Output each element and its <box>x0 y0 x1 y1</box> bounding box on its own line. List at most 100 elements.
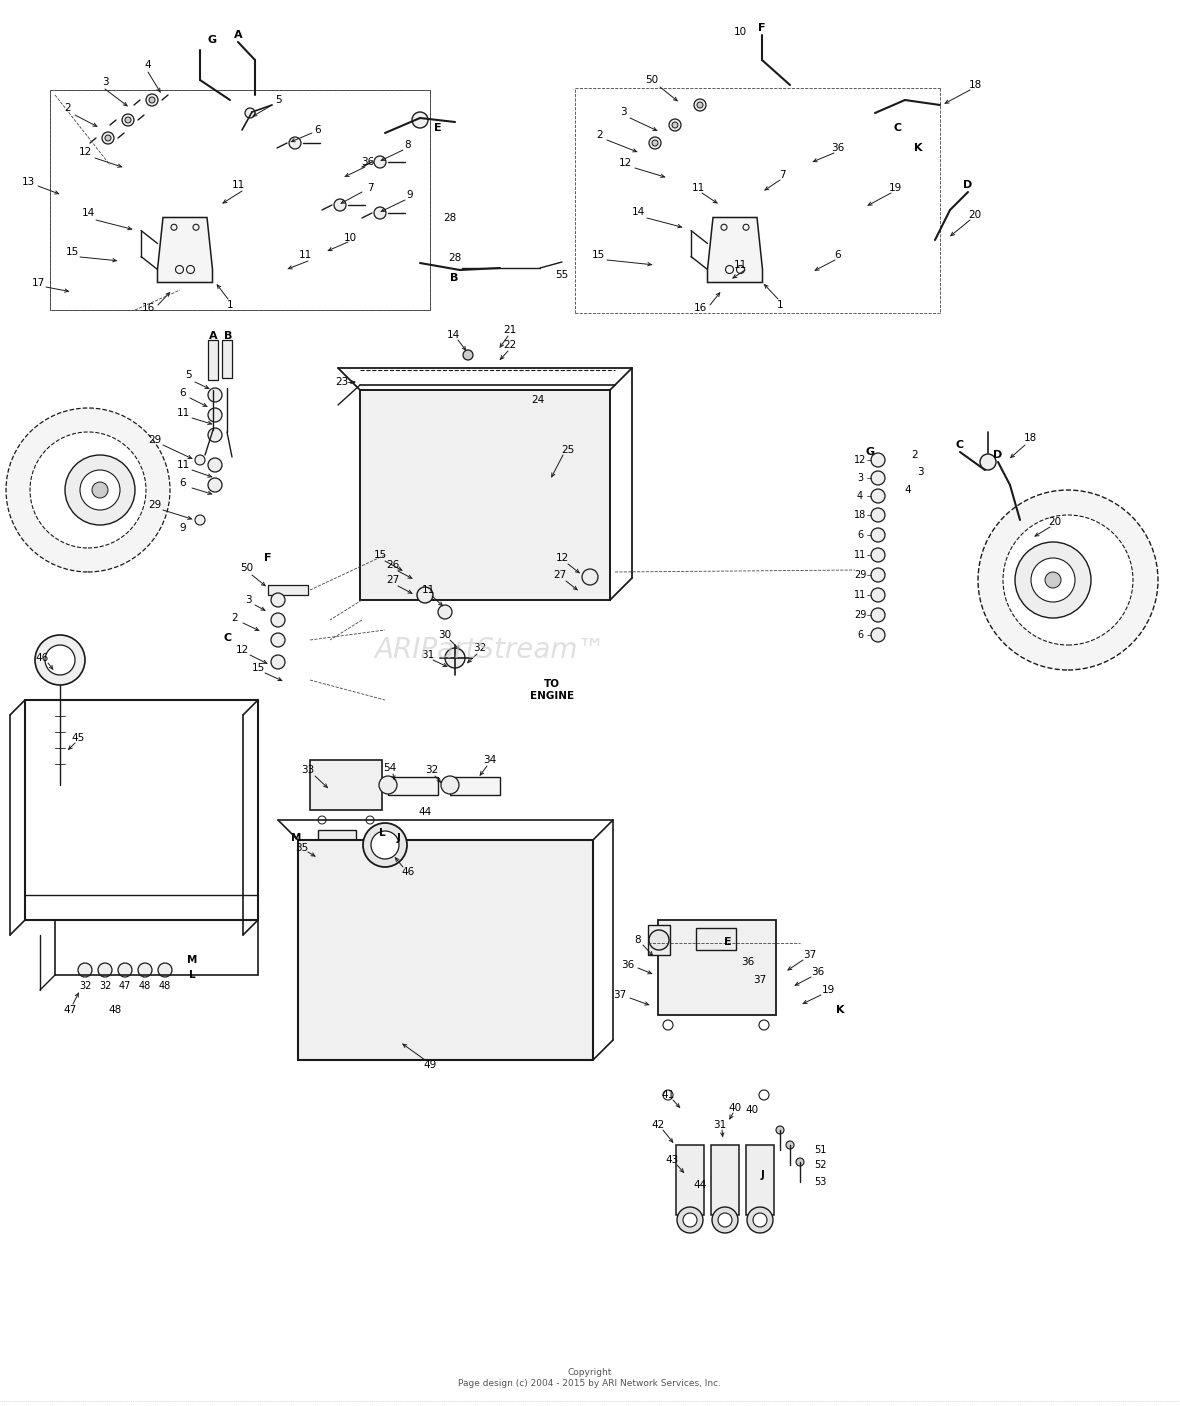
Text: 6: 6 <box>857 630 863 640</box>
Text: 47: 47 <box>119 981 131 991</box>
Text: 54: 54 <box>384 763 396 773</box>
Circle shape <box>438 605 452 619</box>
Text: 12: 12 <box>235 645 249 655</box>
Circle shape <box>463 350 473 360</box>
Circle shape <box>245 108 255 118</box>
Circle shape <box>35 636 85 685</box>
Circle shape <box>208 408 222 422</box>
Text: 11: 11 <box>854 550 866 560</box>
Text: 3: 3 <box>857 472 863 484</box>
Text: 21: 21 <box>504 325 517 335</box>
Text: 20: 20 <box>1049 517 1062 527</box>
Text: 55: 55 <box>556 270 569 280</box>
Text: M: M <box>186 955 197 965</box>
Text: 31: 31 <box>714 1121 727 1130</box>
Circle shape <box>289 136 301 149</box>
Text: G: G <box>208 35 217 45</box>
Text: 11: 11 <box>176 460 190 470</box>
Text: 4: 4 <box>145 60 151 70</box>
Text: 2: 2 <box>231 613 238 623</box>
Text: 48: 48 <box>139 981 151 991</box>
Circle shape <box>871 529 885 541</box>
Text: 27: 27 <box>553 569 566 581</box>
Text: 14: 14 <box>81 208 94 218</box>
Text: TO
ENGINE: TO ENGINE <box>530 679 573 700</box>
Text: 11: 11 <box>421 585 434 595</box>
Circle shape <box>683 1213 697 1227</box>
Circle shape <box>363 823 407 868</box>
Circle shape <box>158 963 172 977</box>
Text: A: A <box>209 330 217 342</box>
Text: 19: 19 <box>821 986 834 995</box>
Text: B: B <box>450 273 458 283</box>
Text: 29: 29 <box>854 610 866 620</box>
Text: 32: 32 <box>425 765 439 775</box>
Text: 28: 28 <box>448 253 461 263</box>
Circle shape <box>871 568 885 582</box>
Text: C: C <box>224 633 232 643</box>
Text: 12: 12 <box>78 148 92 157</box>
Text: 15: 15 <box>65 247 79 257</box>
Text: F: F <box>264 553 271 562</box>
Text: 2: 2 <box>65 103 71 112</box>
Text: 46: 46 <box>35 652 48 664</box>
Circle shape <box>653 141 658 146</box>
Text: 15: 15 <box>373 550 387 560</box>
Text: 29: 29 <box>854 569 866 581</box>
Text: 11: 11 <box>299 250 312 260</box>
Bar <box>676 1144 704 1215</box>
Circle shape <box>6 408 170 572</box>
Text: 40: 40 <box>728 1102 741 1114</box>
Circle shape <box>776 1126 784 1135</box>
Circle shape <box>441 776 459 794</box>
Text: M: M <box>290 832 301 844</box>
Circle shape <box>195 515 205 524</box>
Text: 11: 11 <box>691 183 704 193</box>
Bar <box>712 1144 739 1215</box>
Circle shape <box>78 963 92 977</box>
Text: 35: 35 <box>295 844 309 853</box>
Text: 5: 5 <box>275 96 281 105</box>
Text: 27: 27 <box>386 575 400 585</box>
Text: 20: 20 <box>969 209 982 219</box>
Text: 9: 9 <box>407 190 413 200</box>
Circle shape <box>98 963 112 977</box>
Text: 23: 23 <box>335 377 348 387</box>
Text: C: C <box>956 440 964 450</box>
Circle shape <box>1031 558 1075 602</box>
Circle shape <box>796 1159 804 1166</box>
Text: 32: 32 <box>99 981 111 991</box>
Text: 25: 25 <box>562 446 575 456</box>
Text: 6: 6 <box>834 250 841 260</box>
Circle shape <box>271 593 286 607</box>
Text: 1: 1 <box>776 299 784 309</box>
Text: 6: 6 <box>179 478 186 488</box>
Text: 11: 11 <box>854 591 866 600</box>
Text: 11: 11 <box>176 408 190 418</box>
Text: 42: 42 <box>651 1121 664 1130</box>
Text: 7: 7 <box>779 170 786 180</box>
Text: 17: 17 <box>32 278 45 288</box>
Text: 3: 3 <box>101 77 109 87</box>
Bar <box>208 340 218 380</box>
Circle shape <box>871 548 885 562</box>
Text: 51: 51 <box>814 1144 826 1154</box>
Text: F: F <box>759 22 766 32</box>
Circle shape <box>271 633 286 647</box>
Text: 16: 16 <box>694 304 707 314</box>
Bar <box>696 928 736 950</box>
Text: 29: 29 <box>149 501 162 510</box>
Circle shape <box>582 569 598 585</box>
Text: 36: 36 <box>622 960 635 970</box>
Text: 49: 49 <box>424 1060 437 1070</box>
Circle shape <box>334 200 346 211</box>
Circle shape <box>1003 515 1133 645</box>
Text: 41: 41 <box>661 1090 675 1099</box>
Text: 34: 34 <box>484 755 497 765</box>
Text: 44: 44 <box>694 1180 707 1189</box>
Text: 15: 15 <box>251 664 264 673</box>
Text: 53: 53 <box>814 1177 826 1187</box>
Bar <box>360 389 610 600</box>
Text: 44: 44 <box>419 807 432 817</box>
Circle shape <box>871 588 885 602</box>
